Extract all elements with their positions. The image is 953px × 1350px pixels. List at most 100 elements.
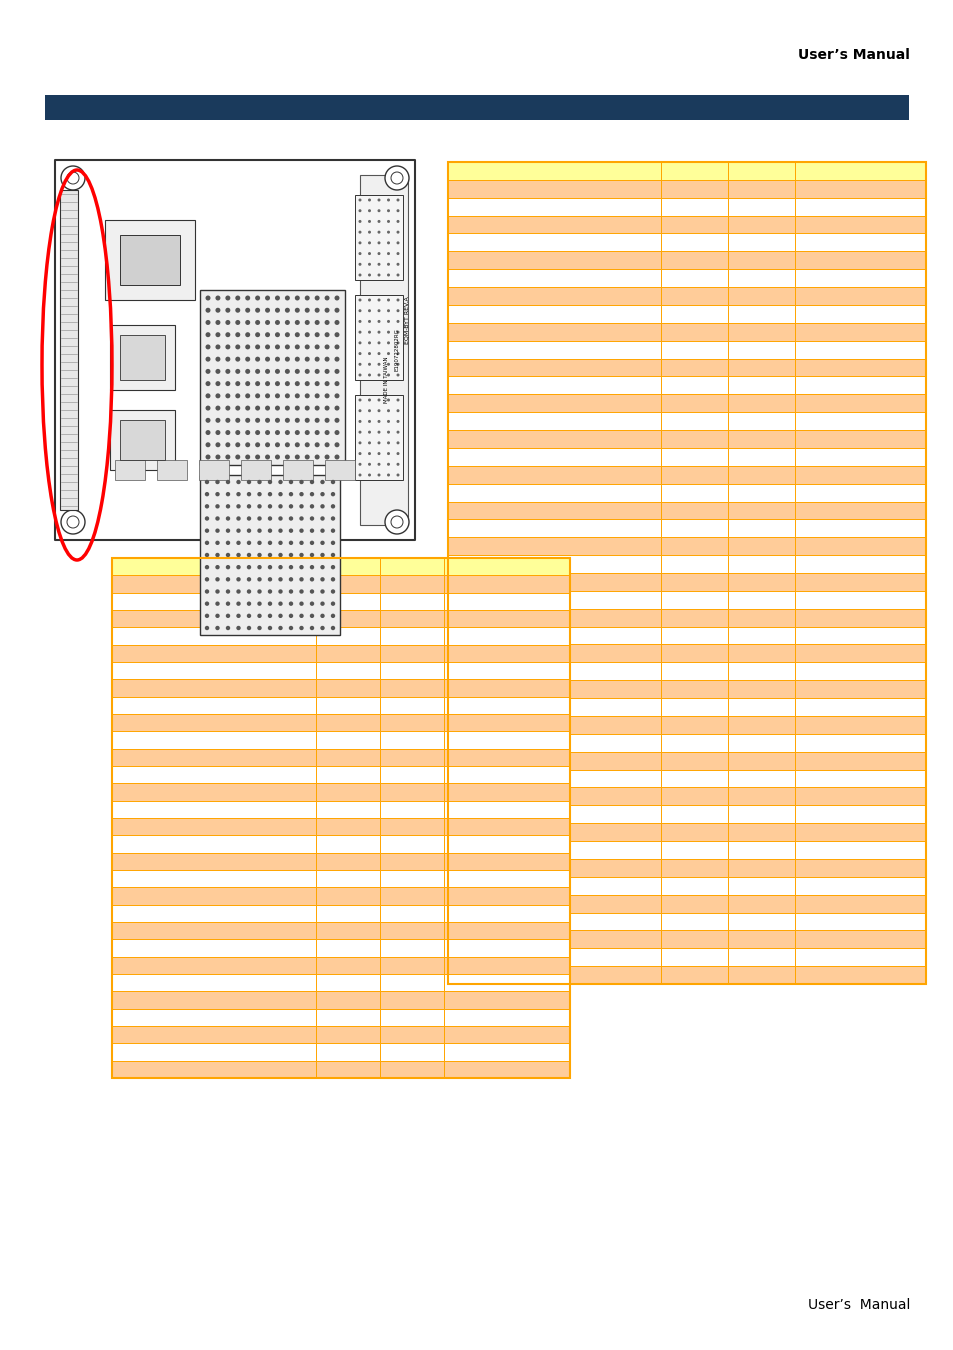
Bar (727, 769, 794, 787)
Bar (727, 895, 794, 913)
Bar (112, 836, 315, 853)
Circle shape (387, 263, 390, 266)
Bar (794, 537, 925, 555)
Bar (443, 801, 569, 818)
Bar (727, 609, 794, 626)
Circle shape (314, 393, 319, 398)
Circle shape (368, 342, 371, 344)
Circle shape (304, 405, 310, 410)
Bar (660, 591, 727, 609)
Circle shape (304, 332, 310, 338)
Bar (660, 501, 727, 520)
Circle shape (247, 626, 251, 630)
Bar (45, 95, 908, 120)
Bar (443, 957, 569, 973)
Circle shape (265, 296, 270, 301)
Bar (241, 460, 271, 481)
Bar (660, 162, 727, 180)
Circle shape (314, 443, 319, 447)
Bar (448, 323, 660, 340)
Bar (315, 853, 379, 869)
Circle shape (205, 369, 211, 374)
Circle shape (358, 409, 361, 412)
Bar (660, 876, 727, 895)
Bar (443, 922, 569, 940)
Circle shape (387, 342, 390, 344)
Bar (112, 818, 315, 836)
Circle shape (377, 441, 380, 444)
Bar (315, 836, 379, 853)
Circle shape (310, 528, 314, 533)
Bar (794, 412, 925, 431)
Circle shape (285, 393, 290, 398)
Bar (200, 290, 345, 464)
Bar (120, 420, 165, 460)
Bar (727, 448, 794, 466)
Bar (315, 593, 379, 610)
Circle shape (314, 296, 319, 301)
Circle shape (387, 352, 390, 355)
Circle shape (396, 342, 399, 344)
Circle shape (331, 528, 335, 533)
Circle shape (257, 479, 261, 485)
Bar (443, 904, 569, 922)
Circle shape (274, 455, 279, 459)
Circle shape (265, 320, 270, 325)
Bar (660, 555, 727, 572)
Circle shape (294, 381, 299, 386)
Circle shape (320, 564, 324, 570)
Bar (448, 769, 660, 787)
Bar (112, 714, 315, 732)
Circle shape (299, 528, 303, 533)
Circle shape (331, 590, 335, 594)
Bar (379, 662, 443, 679)
Circle shape (304, 431, 310, 435)
Circle shape (254, 356, 260, 362)
Circle shape (265, 344, 270, 350)
Bar (660, 913, 727, 930)
Circle shape (285, 369, 290, 374)
Bar (727, 824, 794, 841)
Bar (315, 922, 379, 940)
Circle shape (225, 344, 230, 350)
Bar (794, 483, 925, 501)
Circle shape (226, 479, 230, 485)
Bar (315, 1008, 379, 1026)
Circle shape (254, 455, 260, 459)
Circle shape (368, 298, 371, 301)
Circle shape (254, 296, 260, 301)
Bar (379, 610, 443, 628)
Circle shape (377, 409, 380, 412)
Bar (379, 922, 443, 940)
Bar (794, 501, 925, 520)
Circle shape (205, 405, 211, 410)
Circle shape (304, 455, 310, 459)
Bar (199, 460, 229, 481)
Circle shape (310, 590, 314, 594)
Circle shape (377, 263, 380, 266)
Circle shape (247, 602, 251, 606)
Circle shape (278, 626, 282, 630)
Bar (379, 836, 443, 853)
Circle shape (358, 231, 361, 234)
Circle shape (274, 332, 279, 338)
Bar (727, 716, 794, 734)
Bar (379, 1026, 443, 1044)
Bar (727, 216, 794, 234)
Bar (110, 410, 174, 470)
Bar (112, 749, 315, 765)
Bar (727, 483, 794, 501)
Bar (727, 305, 794, 323)
Circle shape (226, 540, 230, 545)
Bar (443, 697, 569, 714)
Circle shape (320, 614, 324, 618)
Bar (157, 460, 187, 481)
Bar (448, 806, 660, 824)
Bar (315, 957, 379, 973)
Bar (794, 323, 925, 340)
Circle shape (278, 528, 282, 533)
Circle shape (215, 528, 219, 533)
Bar (794, 591, 925, 609)
Circle shape (335, 381, 339, 386)
Circle shape (235, 455, 240, 459)
